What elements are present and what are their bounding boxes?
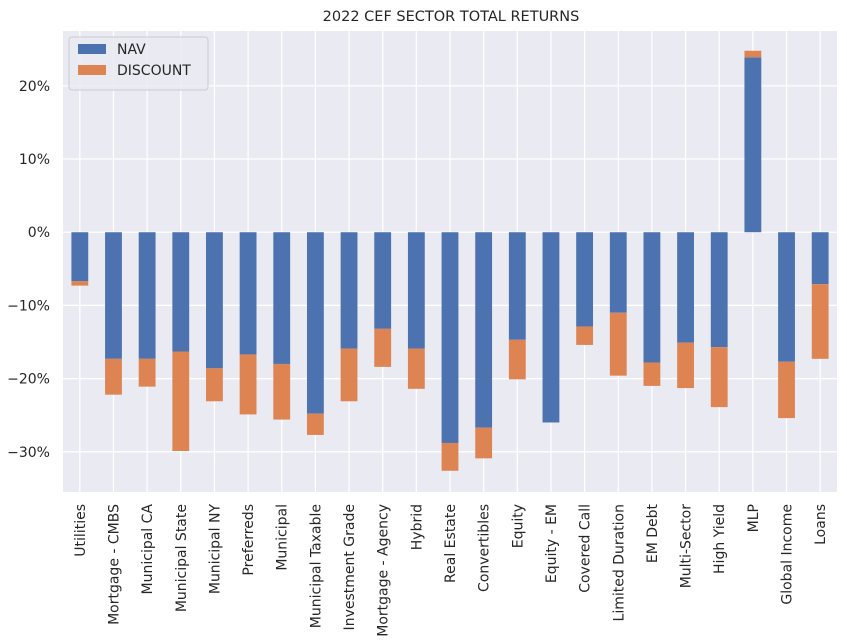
- x-tick-label: Real Estate: [443, 504, 459, 583]
- bar-nav: [441, 232, 459, 443]
- bar-discount: [407, 348, 425, 389]
- bar-nav: [778, 232, 795, 362]
- x-tick-label: Covered Call: [578, 504, 594, 593]
- x-tick-label: EM Debt: [645, 504, 661, 564]
- bar-nav: [811, 232, 829, 285]
- bar-discount: [475, 427, 493, 459]
- bar-nav: [609, 232, 627, 313]
- bar-nav: [475, 232, 493, 428]
- bar-nav: [239, 232, 257, 355]
- bar-nav: [710, 232, 728, 348]
- bar-discount: [643, 362, 661, 386]
- x-tick-label: High Yield: [712, 504, 728, 574]
- x-tick-label: Equity - EM: [544, 504, 560, 583]
- x-tick-label: MLP: [746, 504, 762, 532]
- bar-nav: [576, 232, 594, 327]
- legend-swatch-nav: [78, 44, 106, 54]
- bar-nav: [744, 57, 762, 233]
- bar-nav: [407, 232, 425, 349]
- chart-title: 2022 CEF SECTOR TOTAL RETURNS: [323, 9, 580, 25]
- bar-nav: [677, 232, 694, 343]
- bar-discount: [206, 368, 223, 402]
- y-tick-label: 0%: [28, 225, 50, 241]
- x-tick-label: Municipal NY: [207, 504, 223, 595]
- bar-nav: [105, 232, 122, 359]
- bar-discount: [609, 312, 627, 376]
- bar-nav: [306, 232, 324, 414]
- legend-swatch-discount: [78, 65, 106, 75]
- bar-discount: [576, 326, 594, 345]
- y-tick-label: −30%: [7, 445, 50, 461]
- x-tick-label: Municipal Taxable: [308, 504, 324, 628]
- bar-nav: [508, 232, 526, 340]
- x-tick-label: Investment Grade: [342, 504, 358, 630]
- y-tick-label: 20%: [19, 79, 50, 95]
- bars: [71, 50, 829, 471]
- bar-discount: [273, 363, 291, 420]
- bar-discount: [340, 348, 358, 402]
- x-tick-label: Convertibles: [477, 504, 493, 592]
- legend-label-nav: NAV: [117, 42, 146, 58]
- bar-nav: [273, 232, 291, 364]
- bar-nav: [643, 232, 661, 363]
- bar-discount: [811, 284, 829, 359]
- bar-nav: [340, 232, 358, 349]
- x-tick-label: Hybrid: [409, 504, 425, 550]
- bar-nav: [138, 232, 156, 359]
- bar-nav: [71, 232, 89, 282]
- y-tick-label: −20%: [7, 372, 50, 388]
- bar-nav: [542, 232, 560, 423]
- y-tick-label: 10%: [19, 152, 50, 168]
- x-tick-label: Equity: [510, 504, 526, 548]
- bar-nav: [172, 232, 190, 352]
- x-tick-label: Municipal State: [174, 504, 190, 612]
- bar-discount: [677, 342, 694, 389]
- bar-discount: [172, 351, 190, 452]
- bar-discount: [71, 281, 89, 286]
- x-tick-label: Multi-Sector: [679, 504, 695, 589]
- bar-discount: [138, 358, 156, 387]
- x-tick-label: Preferreds: [241, 504, 257, 576]
- bar-discount: [508, 339, 526, 380]
- x-tick-label: Utilities: [73, 504, 89, 557]
- y-axis: −30% −20% −10% 0% 10% 20%: [7, 79, 50, 461]
- x-tick-label: Global Income: [780, 504, 796, 605]
- bar-discount: [105, 358, 122, 395]
- bar-discount: [374, 328, 392, 367]
- legend: NAV DISCOUNT: [68, 36, 209, 91]
- x-tick-label: Mortgage - CMBS: [106, 504, 122, 625]
- x-tick-label: Loans: [813, 504, 829, 545]
- bar-discount: [778, 361, 795, 419]
- bar-discount: [710, 347, 728, 408]
- bar-discount: [441, 442, 459, 471]
- bar-nav: [374, 232, 392, 329]
- x-tick-label: Municipal: [275, 504, 291, 571]
- x-tick-label: Limited Duration: [611, 504, 627, 621]
- x-axis: Utilities Mortgage - CMBS Municipal CA Muni…: [73, 504, 829, 637]
- bar-discount: [744, 50, 762, 58]
- legend-label-discount: DISCOUNT: [117, 63, 191, 79]
- x-tick-label: Municipal CA: [140, 504, 156, 595]
- y-tick-label: −10%: [7, 298, 50, 314]
- bar-nav: [206, 232, 223, 369]
- bar-discount: [239, 354, 257, 415]
- x-tick-label: Mortgage - Agency: [376, 504, 392, 637]
- bar-discount: [306, 413, 324, 435]
